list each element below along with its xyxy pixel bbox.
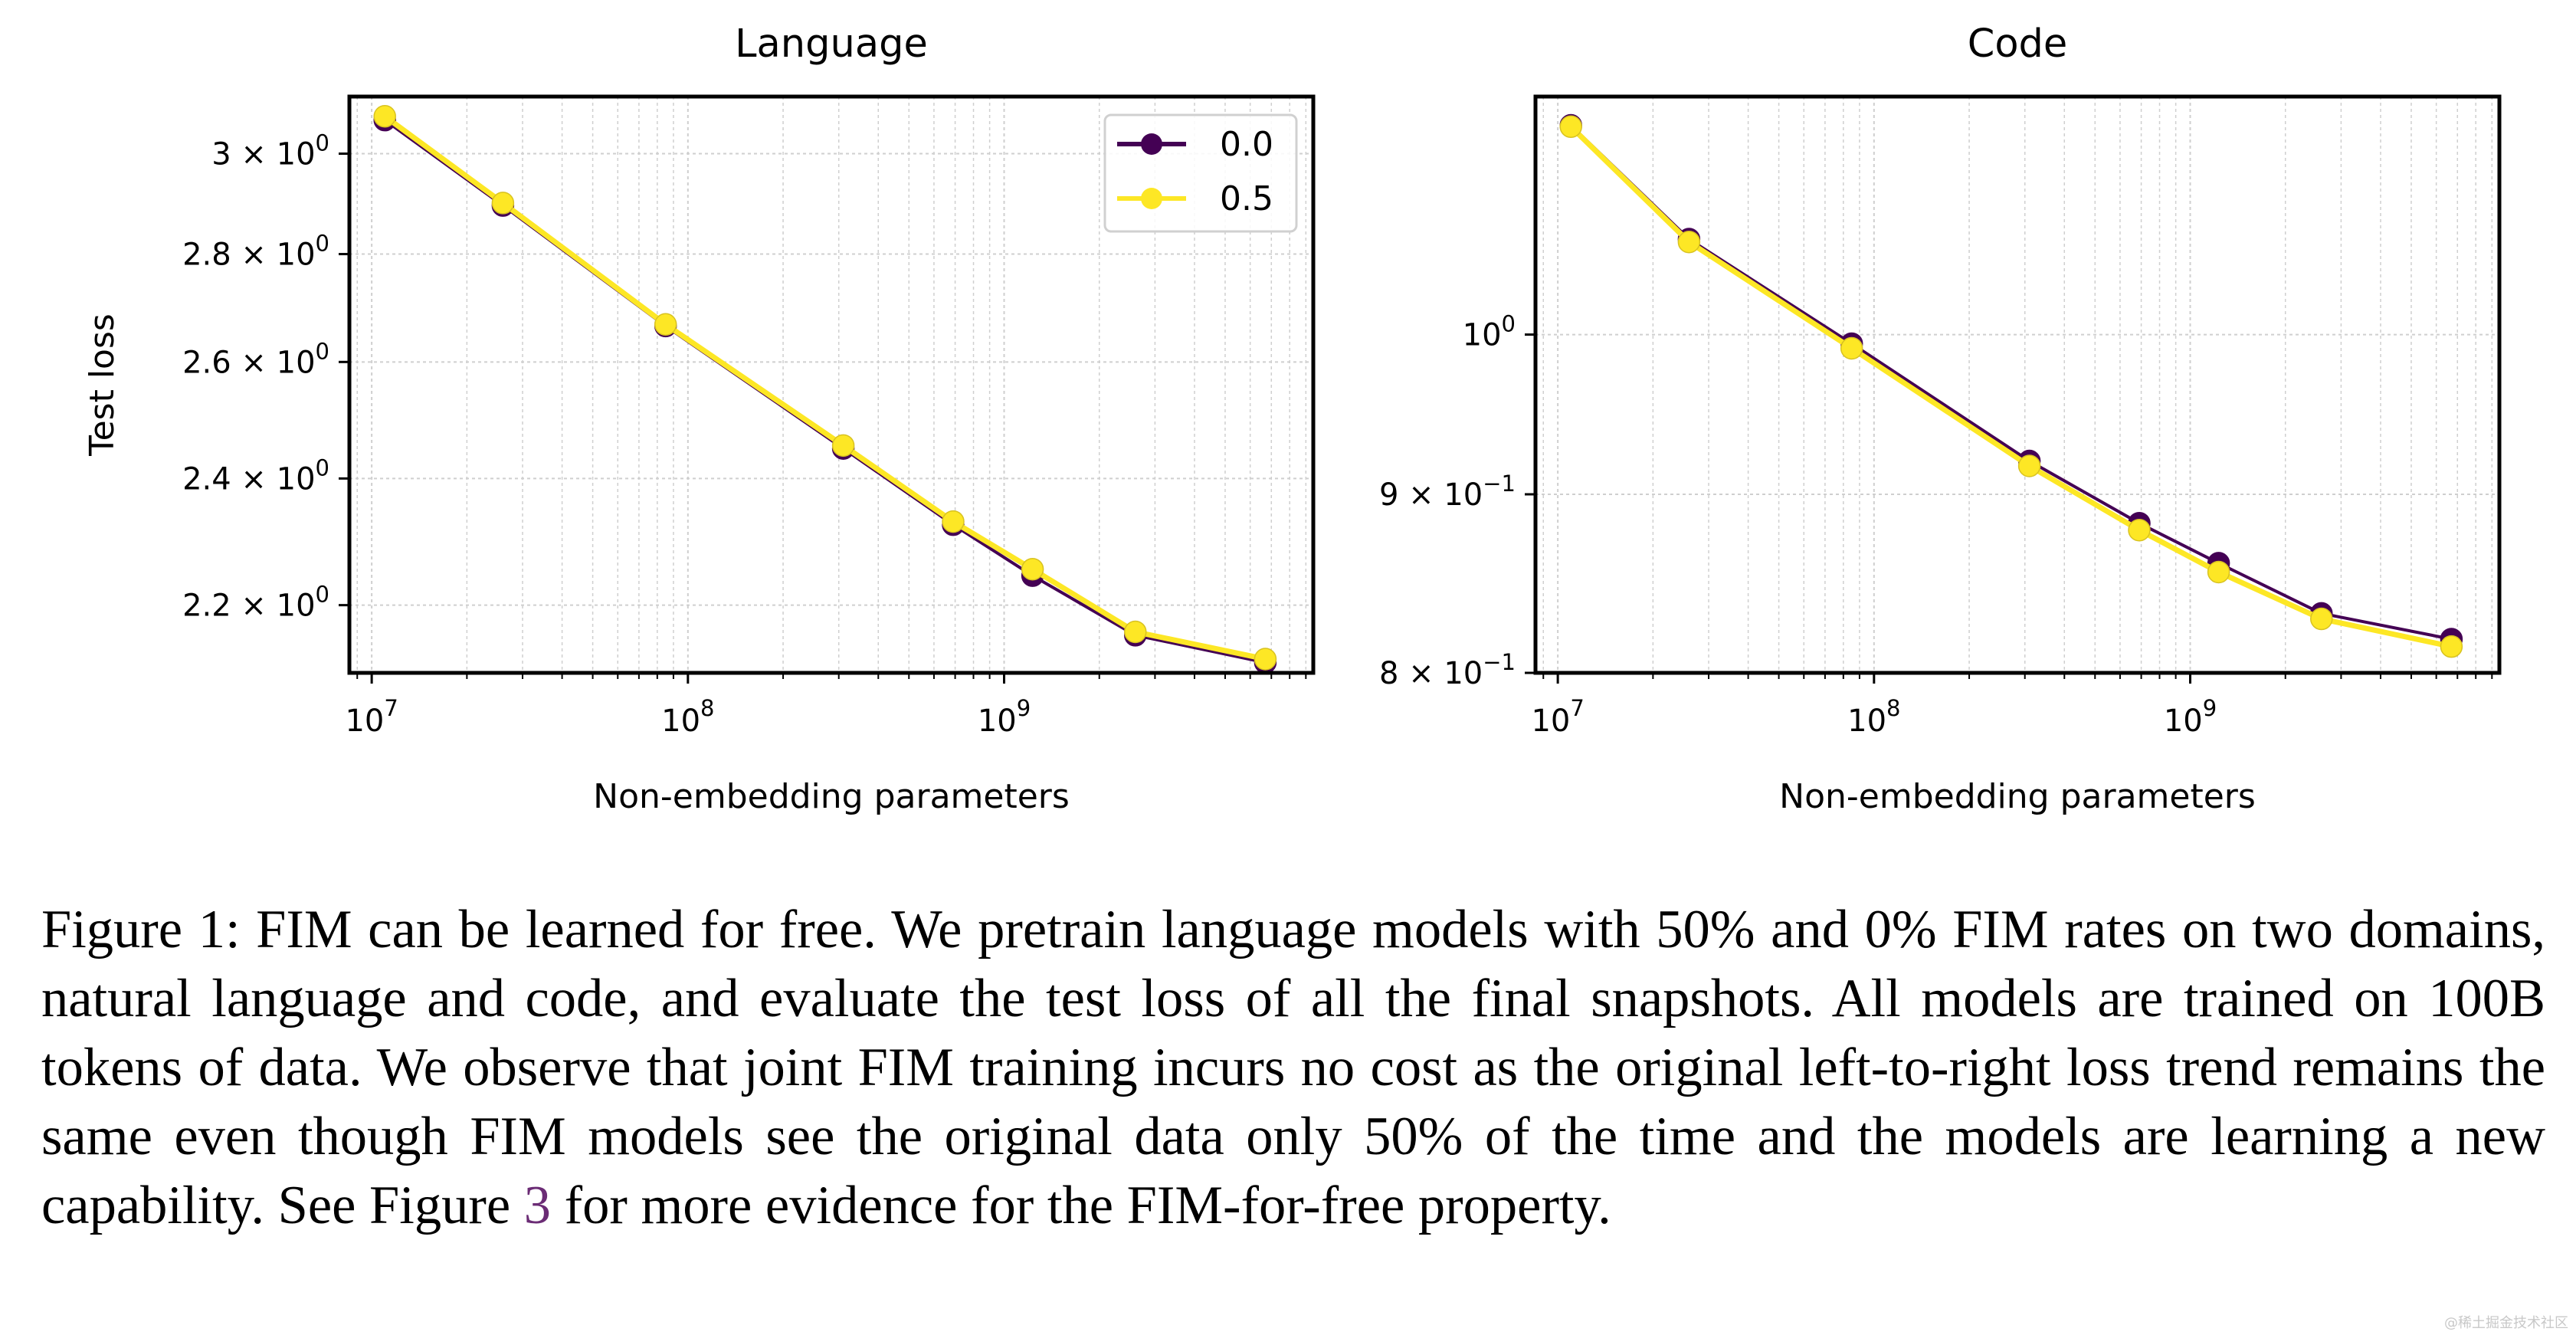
x-axis-label: Non-embedding parameters [593,777,1070,816]
series-0.0 [1559,113,2463,651]
data-point [1840,336,1863,360]
y-tick-label: 8 × 10−1 [1379,649,1516,691]
legend-marker [1141,133,1162,155]
chart-panel-1: 3 × 100 2.8 × 100 2.6 × 100 2.4 × 100 2.2 × … [83,21,1316,816]
data-point [2128,518,2151,542]
data-point [1677,230,1701,254]
data-point [373,104,396,128]
y-axis-label: Test loss [83,313,122,457]
figure-reference-link[interactable]: 3 [523,1176,551,1235]
grid [349,97,1313,673]
data-point [942,510,965,533]
data-point [1124,620,1147,644]
caption-text-before: Figure 1: FIM can be learned for free. W… [41,900,2545,1235]
data-point [2310,607,2333,631]
caption-text-after: for more evidence for the FIM-for-free p… [551,1176,1611,1235]
x-tick-label: 109 [978,695,1031,739]
y-tick-label: 2.2 × 100 [182,582,329,624]
legend-label: 0.0 [1220,125,1273,164]
series-line [383,113,1267,662]
x-tick-label: 107 [345,695,398,739]
figure: 3 × 100 2.8 × 100 2.6 × 100 2.4 × 100 2.2 × … [83,21,2502,816]
chart-title: Language [735,21,928,67]
y-tick-label: 2.6 × 100 [182,338,329,380]
y-tick-label: 3 × 100 [211,130,329,172]
x-tick-label: 108 [1847,695,1900,739]
charts-canvas: 3 × 100 2.8 × 100 2.6 × 100 2.4 × 100 2.2 × … [83,21,2502,816]
watermark: @稀土掘金技术社区 [2444,1315,2568,1331]
grid [1535,97,2499,674]
x-tick-label: 109 [2164,695,2217,739]
data-point [491,192,515,215]
x-tick-label: 107 [1531,695,1584,739]
series-0.5 [373,104,1277,671]
data-point [2207,560,2230,584]
y-tick-label: 2.8 × 100 [182,231,329,273]
series-line [1568,124,2453,650]
y-tick-label: 100 [1463,311,1516,353]
x-tick-label: 108 [661,695,714,739]
data-point [1559,115,1582,139]
series-0.5 [1559,115,2463,658]
x-axis-label: Non-embedding parameters [1779,777,2256,816]
data-point [1254,648,1277,671]
legend: 0.00.5 [1103,113,1298,233]
series-line [1569,124,2452,641]
axes-frame [1533,94,2502,675]
data-point [1021,557,1044,581]
figure-caption: Figure 1: FIM can be learned for free. W… [41,895,2545,1240]
data-point [2440,635,2463,658]
data-point [2017,454,2041,477]
y-tick-label: 2.4 × 100 [182,454,329,497]
data-point [831,434,855,458]
chart-title: Code [1968,21,2068,67]
data-point [654,313,677,336]
legend-marker [1141,188,1162,209]
y-tick-label: 9 × 10−1 [1379,471,1516,513]
chart-panel-2: 100 9 × 10−1 8 × 10−1 107 108 109 Code Non-embe… [1379,21,2502,816]
legend-label: 0.5 [1220,179,1273,218]
axes-frame [347,94,1316,675]
